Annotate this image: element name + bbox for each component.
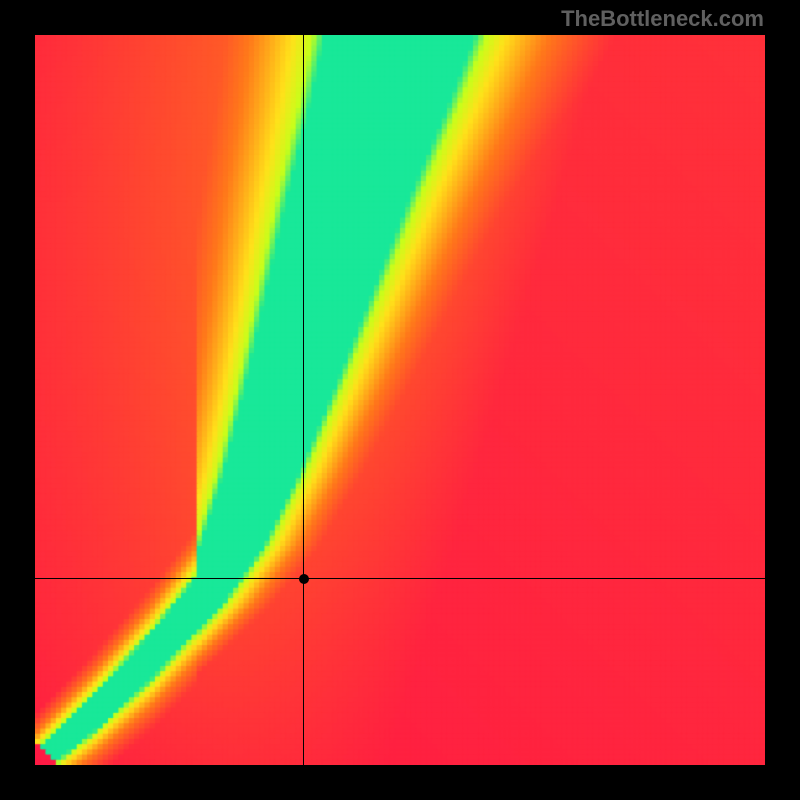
watermark-text: TheBottleneck.com (561, 6, 764, 32)
crosshair-horizontal (35, 578, 765, 579)
crosshair-vertical (303, 35, 304, 765)
heatmap-canvas (35, 35, 765, 765)
plot-area (35, 35, 765, 765)
crosshair-dot (299, 574, 309, 584)
